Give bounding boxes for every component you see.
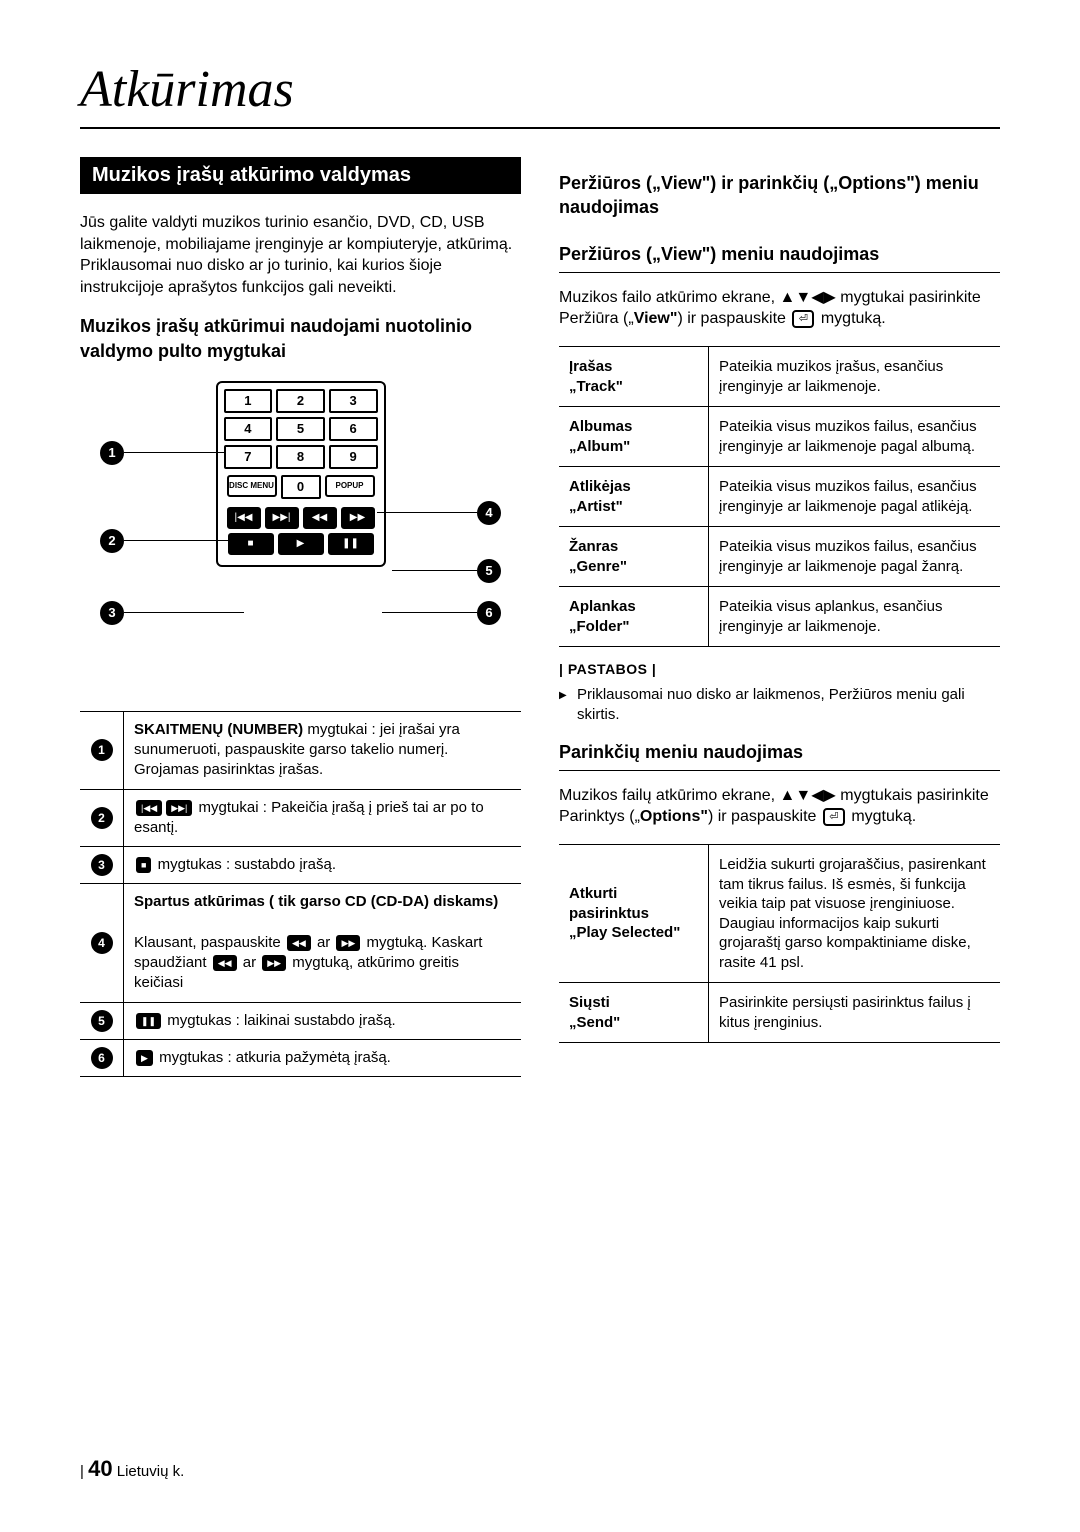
left-column: Muzikos įrašų atkūrimo valdymas Jūs gali… [80,157,521,1077]
remote-subheading: Muzikos įrašų atkūrimui naudojami nuotol… [80,314,521,363]
callout-4: 4 [477,501,501,525]
view-menu-table: Įrašas„Track"Pateikia muzikos įrašus, es… [559,346,1000,647]
button-description: Spartus atkūrimas ( tik garso CD (CD-DA)… [124,884,521,1001]
page-footer: | 40 Lietuvių k. [80,1456,184,1482]
menu-label: Žanras„Genre" [559,527,709,586]
button-description: ■ mygtukas : sustabdo įrašą. [124,847,521,883]
menu-row: Aplankas„Folder"Pateikia visus aplankus,… [559,587,1000,646]
key-8: 8 [276,445,325,469]
popup-key: POPUP [325,475,375,497]
menu-label: Įrašas„Track" [559,347,709,406]
key-0: 0 [281,475,321,499]
button-row: 6▶ mygtukas : atkuria pažymėtą įrašą. [80,1040,521,1076]
callout-5: 5 [477,559,501,583]
forward-key: ▶▶ [341,507,375,529]
remote-button-table: 1SKAITMENŲ (NUMBER) mygtukai : jei įraša… [80,711,521,1077]
button-number: 6 [80,1040,124,1076]
rewind-key: ◀◀ [303,507,337,529]
key-1: 1 [224,389,273,413]
button-row: 2|◀◀▶▶| mygtukai : Pakeičia įrašą į prie… [80,790,521,848]
key-7: 7 [224,445,273,469]
callout-3: 3 [100,601,124,625]
callout-6: 6 [477,601,501,625]
options-menu-heading: Parinkčių meniu naudojimas [559,740,1000,771]
options-menu-table: Atkurti pasirinktus„Play Selected"Leidži… [559,844,1000,1043]
callout-2: 2 [100,529,124,553]
menu-row: Atkurti pasirinktus„Play Selected"Leidži… [559,845,1000,983]
disc-menu-key: DISC MENU [227,475,277,497]
button-row: 1SKAITMENŲ (NUMBER) mygtukai : jei įraša… [80,712,521,790]
intro-text: Jūs galite valdyti muzikos turinio esanč… [80,212,521,298]
callout-1: 1 [100,441,124,465]
enter-icon: ⏎ [792,310,814,328]
next-track-key: ▶▶| [265,507,299,529]
key-4: 4 [224,417,273,441]
enter-icon: ⏎ [823,808,845,826]
button-row: 5❚❚ mygtukas : laikinai sustabdo įrašą. [80,1003,521,1040]
menu-label: Albumas„Album" [559,407,709,466]
button-row: 4Spartus atkūrimas ( tik garso CD (CD-DA… [80,884,521,1002]
button-description: |◀◀▶▶| mygtukai : Pakeičia įrašą į prieš… [124,790,521,847]
button-number: 2 [80,790,124,847]
options-menu-intro: Muzikos failų atkūrimo ekrane, ▲▼◀▶ mygt… [559,785,1000,828]
menu-description: Pateikia visus muzikos failus, esančius … [709,467,1000,526]
menu-label: Aplankas„Folder" [559,587,709,646]
menu-description: Leidžia sukurti grojaraščius, pasirenkan… [709,845,1000,982]
page-title: Atkūrimas [80,60,1000,129]
remote-body: 1 2 3 4 5 6 7 8 9 DISC MENU 0 POPUP |◀◀ [216,381,386,567]
key-5: 5 [276,417,325,441]
key-9: 9 [329,445,378,469]
prev-track-key: |◀◀ [227,507,261,529]
key-6: 6 [329,417,378,441]
menu-row: Albumas„Album"Pateikia visus muzikos fai… [559,407,1000,467]
button-description: ▶ mygtukas : atkuria pažymėtą įrašą. [124,1040,521,1076]
menu-row: Siųsti„Send"Pasirinkite persiųsti pasiri… [559,983,1000,1042]
notes-heading: PASTABOS [559,661,1000,677]
remote-diagram: 1 2 3 4 5 6 7 8 9 DISC MENU 0 POPUP |◀◀ [80,381,521,681]
menu-description: Pateikia muzikos įrašus, esančius įrengi… [709,347,1000,406]
view-menu-heading: Peržiūros („View") meniu naudojimas [559,242,1000,273]
menu-description: Pateikia visus aplankus, esančius įrengi… [709,587,1000,646]
view-options-heading: Peržiūros („View") ir parinkčių („Option… [559,171,1000,220]
button-number: 1 [80,712,124,789]
menu-label: Atkurti pasirinktus„Play Selected" [559,845,709,982]
numeric-keypad: 1 2 3 4 5 6 7 8 9 [224,389,378,469]
button-number: 5 [80,1003,124,1039]
button-description: ❚❚ mygtukas : laikinai sustabdo įrašą. [124,1003,521,1039]
pause-key: ❚❚ [328,533,374,555]
menu-label: Siųsti„Send" [559,983,709,1042]
key-3: 3 [329,389,378,413]
key-2: 2 [276,389,325,413]
menu-label: Atlikėjas„Artist" [559,467,709,526]
menu-row: Įrašas„Track"Pateikia muzikos įrašus, es… [559,347,1000,407]
button-number: 3 [80,847,124,883]
note-item: Priklausomai nuo disko ar laikmenos, Per… [559,685,1000,726]
button-number: 4 [80,884,124,1001]
section-header: Muzikos įrašų atkūrimo valdymas [80,157,521,194]
view-menu-intro: Muzikos failo atkūrimo ekrane, ▲▼◀▶ mygt… [559,287,1000,330]
menu-row: Žanras„Genre"Pateikia visus muzikos fail… [559,527,1000,587]
button-row: 3■ mygtukas : sustabdo įrašą. [80,847,521,884]
menu-description: Pateikia visus muzikos failus, esančius … [709,527,1000,586]
content-columns: Muzikos įrašų atkūrimo valdymas Jūs gali… [80,157,1000,1077]
stop-key: ■ [228,533,274,555]
menu-row: Atlikėjas„Artist"Pateikia visus muzikos … [559,467,1000,527]
menu-description: Pasirinkite persiųsti pasirinktus failus… [709,983,1000,1042]
play-key: ▶ [278,533,324,555]
button-description: SKAITMENŲ (NUMBER) mygtukai : jei įrašai… [124,712,521,789]
right-column: Peržiūros („View") ir parinkčių („Option… [559,157,1000,1077]
menu-description: Pateikia visus muzikos failus, esančius … [709,407,1000,466]
